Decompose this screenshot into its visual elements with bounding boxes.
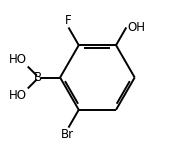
Text: HO: HO [9,53,27,66]
Text: HO: HO [9,89,27,102]
Text: Br: Br [60,128,74,141]
Text: OH: OH [128,21,146,34]
Text: F: F [64,14,71,27]
Text: B: B [34,71,42,84]
